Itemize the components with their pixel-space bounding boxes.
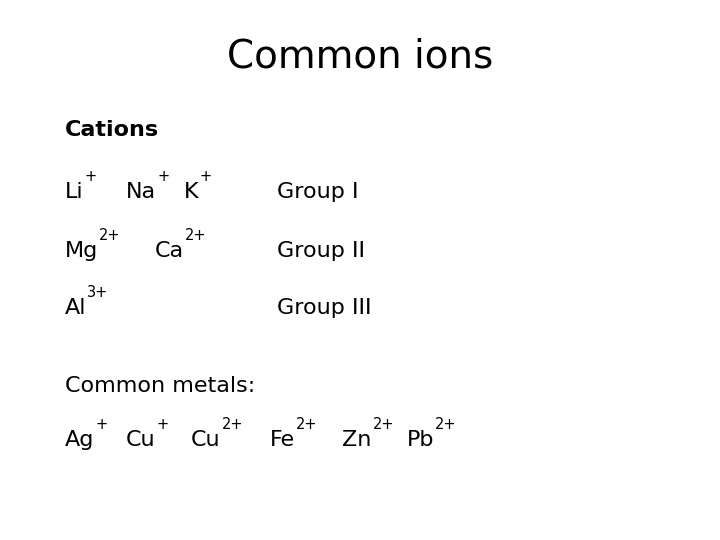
Text: 2+: 2+ [296,417,318,432]
Text: Group III: Group III [277,298,372,318]
Text: +: + [199,168,212,184]
Text: Mg: Mg [65,241,98,261]
Text: Ag: Ag [65,430,94,450]
Text: Cu: Cu [191,430,220,450]
Text: Zn: Zn [342,430,372,450]
Text: 2+: 2+ [185,228,207,243]
Text: 3+: 3+ [87,285,109,300]
Text: Na: Na [126,181,156,202]
Text: Common metals:: Common metals: [65,376,255,396]
Text: +: + [157,417,168,432]
Text: K: K [184,181,198,202]
Text: Pb: Pb [407,430,434,450]
Text: Ca: Ca [155,241,184,261]
Text: +: + [157,168,169,184]
Text: Al: Al [65,298,86,318]
Text: 2+: 2+ [372,417,394,432]
Text: 2+: 2+ [436,417,456,432]
Text: Cu: Cu [126,430,156,450]
Text: 2+: 2+ [99,228,120,243]
Text: Group I: Group I [277,181,359,202]
Text: Cations: Cations [65,119,159,140]
Text: +: + [95,417,107,432]
Text: 2+: 2+ [222,417,243,432]
Text: Group II: Group II [277,241,365,261]
Text: +: + [84,168,96,184]
Text: Li: Li [65,181,84,202]
Text: Fe: Fe [270,430,295,450]
Text: Common ions: Common ions [227,38,493,76]
